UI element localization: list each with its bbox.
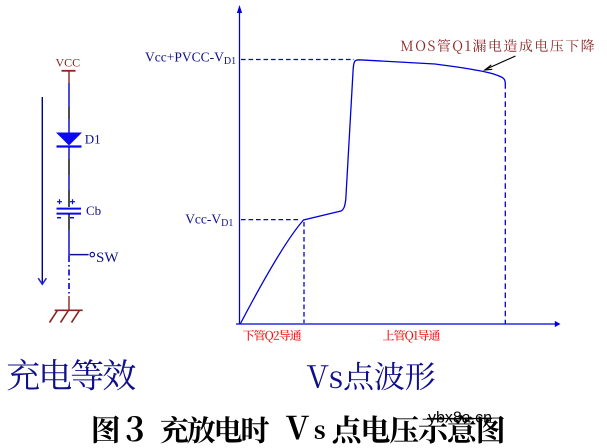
svg-text:D1: D1 <box>85 132 101 147</box>
svg-text:Cb: Cb <box>86 203 101 218</box>
svg-text:VCC: VCC <box>56 56 81 70</box>
svg-text:SW: SW <box>96 250 119 266</box>
svg-text:Vcc+PVCC-VD1: Vcc+PVCC-VD1 <box>145 50 236 68</box>
